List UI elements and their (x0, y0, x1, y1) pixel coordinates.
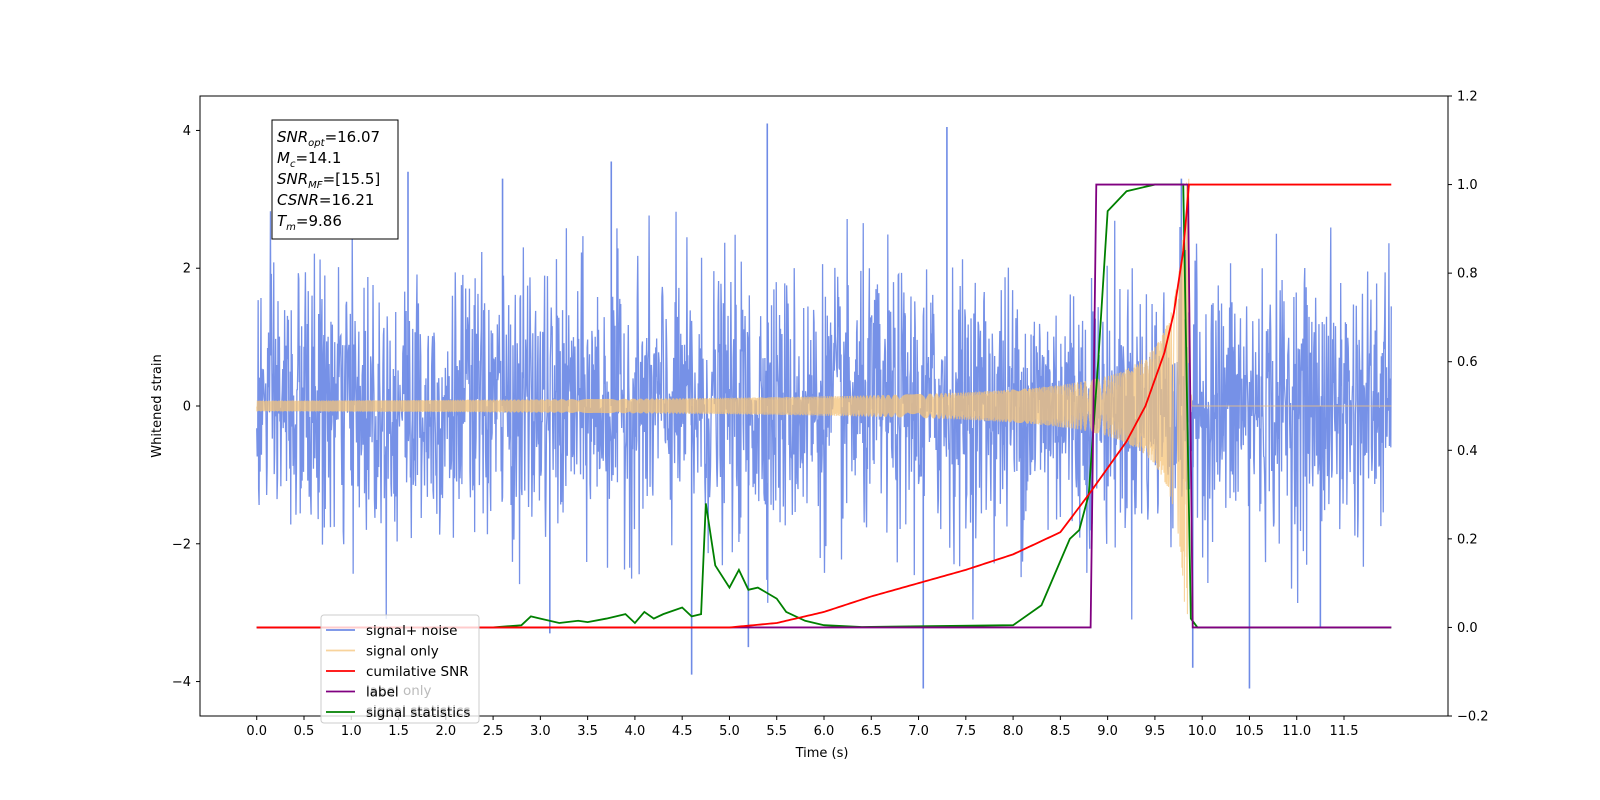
x-tick-label: 6.5 (861, 724, 882, 739)
annotation-line: CSNR=16.21 (277, 191, 374, 209)
signal-only-line (256, 178, 1392, 615)
x-tick-label: 10.0 (1188, 724, 1217, 739)
annotation-subscript: m (286, 222, 296, 233)
x-tick-label: 2.5 (483, 724, 504, 739)
x-tick-label: 1.5 (388, 724, 409, 739)
right-axis-series (256, 183, 1392, 629)
y2-tick-label: 0.6 (1457, 355, 1478, 370)
x-tick-label: 8.0 (1003, 724, 1024, 739)
y-tick-label: 2 (183, 262, 191, 277)
x-tick-label: 5.0 (719, 724, 740, 739)
y-tick-label: 4 (183, 124, 191, 139)
annotation-value: =16.21 (319, 191, 375, 209)
annotation-line: SNRopt=16.07 (277, 128, 380, 149)
y2-tick-label: 0.2 (1457, 532, 1478, 547)
series-line-signal-statistics (256, 183, 1392, 629)
legend-entry: signal+ noise (366, 623, 457, 639)
annotation-box: SNRopt=16.07Mc=14.1SNRMF=[15.5]CSNR=16.2… (271, 119, 399, 240)
plot-area (256, 123, 1392, 689)
annotation-subscript: MF (308, 180, 323, 191)
x-tick-label: 3.5 (577, 724, 598, 739)
x-tick-label: 7.5 (955, 724, 976, 739)
series-line-label (256, 183, 1392, 629)
series-line-cumilative-snr (256, 183, 1392, 629)
x-tick-label: 5.5 (766, 724, 787, 739)
x-tick-label: 9.5 (1145, 724, 1166, 739)
x-tick-label: 8.5 (1050, 724, 1071, 739)
annotation-subscript: c (290, 159, 296, 170)
y2-tick-label: −0.2 (1457, 710, 1489, 725)
annotation-value: =14.1 (295, 149, 341, 167)
annotation-symbol: SNR (277, 170, 308, 188)
annotation-symbol: CSNR (277, 191, 319, 209)
x-axis: 0.0 0.5 1.0 1.5 2.0 2.5 3.0 3.5 4.0 4.5 5.0 5.5 6.0 6… (246, 716, 1358, 739)
y2-tick-label: 0.0 (1457, 621, 1478, 636)
x-tick-label: 6.0 (814, 724, 835, 739)
legend-entry: label (366, 685, 399, 701)
annotation-line: SNRMF=[15.5] (277, 170, 380, 191)
y2-tick-label: 0.8 (1457, 267, 1478, 282)
x-tick-label: 1.0 (341, 724, 362, 739)
y2-tick-label: 1.0 (1457, 178, 1478, 193)
annotation-subscript: opt (308, 138, 325, 149)
y-axis-right: −0.2 0.0 0.2 0.4 0.6 0.8 1.0 1.2 (1448, 90, 1489, 725)
y-tick-label: −2 (172, 537, 191, 552)
x-tick-label: 11.5 (1330, 724, 1359, 739)
y2-tick-label: 1.2 (1457, 90, 1478, 105)
legend: label only signal statistics signal+ noise… (320, 614, 480, 724)
legend-entry: signal statistics (366, 705, 470, 721)
annotation-value: =16.07 (325, 128, 381, 146)
x-tick-label: 0.5 (294, 724, 315, 739)
annotation-symbol: SNR (277, 128, 308, 146)
annotation-value: =[15.5] (323, 170, 381, 188)
legend-entry: signal only (366, 644, 439, 660)
legend-frame (320, 614, 480, 724)
x-tick-label: 3.0 (530, 724, 551, 739)
x-tick-label: 0.0 (246, 724, 267, 739)
y-axis-left: −4 −2 0 2 4 (172, 124, 200, 690)
y-tick-label: −4 (172, 675, 191, 690)
series-signal-only (256, 178, 1392, 615)
legend-hidden-entry: signal statistics (366, 703, 470, 719)
y2-tick-label: 0.4 (1457, 444, 1478, 459)
annotation-symbol: M (277, 149, 290, 167)
legend-hidden-entry: label only (366, 683, 432, 699)
x-tick-label: 9.0 (1097, 724, 1118, 739)
x-tick-label: 11.0 (1282, 724, 1311, 739)
y-axis-label: Whitened strain (150, 354, 165, 457)
legend-entry: cumilative SNR (366, 664, 469, 680)
x-tick-label: 4.0 (625, 724, 646, 739)
x-tick-label: 2.0 (435, 724, 456, 739)
x-tick-label: 4.5 (672, 724, 693, 739)
annotation-value: =9.86 (296, 212, 342, 230)
annotation-frame (271, 119, 399, 240)
annotation-symbol: T (277, 212, 288, 230)
x-axis-label: Time (s) (795, 746, 849, 761)
annotation-line: Tm=9.86 (277, 212, 342, 233)
x-tick-label: 7.0 (908, 724, 929, 739)
x-tick-label: 10.5 (1235, 724, 1264, 739)
annotation-line: Mc=14.1 (277, 149, 341, 170)
y-tick-label: 0 (183, 400, 191, 415)
